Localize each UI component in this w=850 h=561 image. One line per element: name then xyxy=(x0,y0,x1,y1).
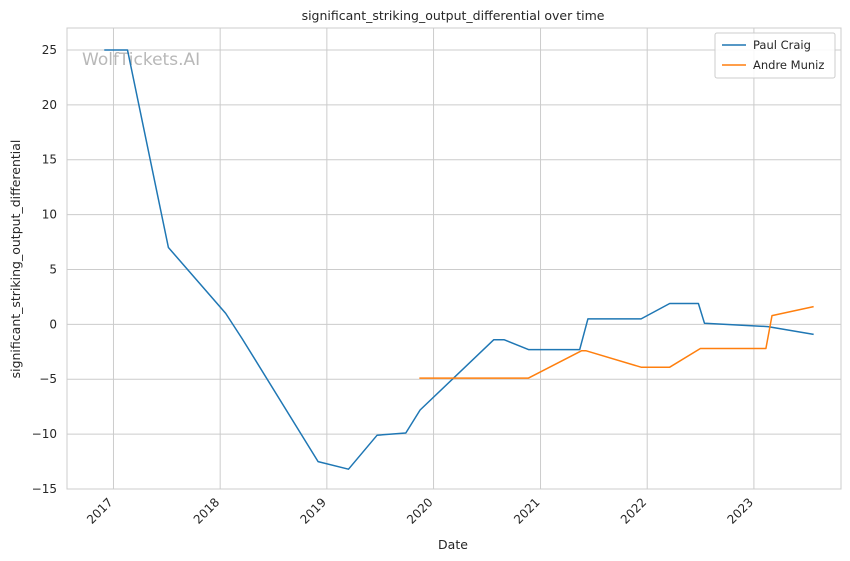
series-line-andre-muniz xyxy=(419,305,814,379)
legend: Paul Craig Andre Muniz xyxy=(714,32,836,79)
y-tick-label: 0 xyxy=(49,317,57,331)
y-tick-label: 25 xyxy=(42,43,57,57)
legend-label-andre-muniz: Andre Muniz xyxy=(753,58,824,72)
x-tick-labels: 2017 2018 2019 2020 2021 2022 2023 xyxy=(84,495,756,526)
y-tick-label: −15 xyxy=(32,482,57,496)
series-lines xyxy=(104,49,814,470)
series-line-paul-craig xyxy=(104,49,814,470)
plot-frame xyxy=(66,27,842,490)
watermark-text: WolfTickets.AI xyxy=(82,50,200,70)
y-tick-labels: −15 −10 −5 0 5 10 15 20 25 xyxy=(32,43,57,496)
x-tick-label: 2017 xyxy=(84,495,115,526)
x-tick-label: 2020 xyxy=(404,495,435,526)
x-axis-label: Date xyxy=(438,537,468,552)
y-tick-label: 15 xyxy=(42,153,57,167)
x-tick-label: 2019 xyxy=(297,495,328,526)
chart-title: significant_striking_output_differential… xyxy=(302,8,605,23)
y-axis-label: significant_striking_output_differential xyxy=(8,140,23,379)
y-tick-label: −5 xyxy=(39,372,57,386)
y-tick-label: 5 xyxy=(49,262,57,276)
y-tick-label: −10 xyxy=(32,427,57,441)
legend-label-paul-craig: Paul Craig xyxy=(753,38,811,52)
y-tick-label: 10 xyxy=(42,208,57,222)
x-tick-label: 2021 xyxy=(511,495,542,526)
x-tick-label: 2022 xyxy=(618,495,649,526)
x-tick-label: 2018 xyxy=(191,495,222,526)
x-tick-label: 2023 xyxy=(725,495,756,526)
grid xyxy=(67,28,841,490)
y-tick-label: 20 xyxy=(42,98,57,112)
